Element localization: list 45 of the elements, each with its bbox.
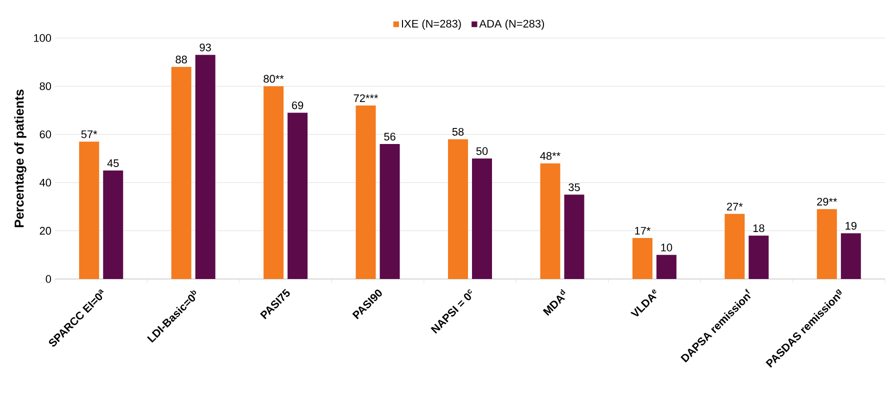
bar (632, 238, 652, 279)
data-label: 18 (753, 224, 764, 232)
bar (288, 112, 308, 279)
data-label: 88 (176, 56, 187, 64)
bar (195, 54, 216, 279)
bar (656, 254, 676, 279)
data-label: 48** (540, 152, 560, 160)
y-tick-label: 60 (40, 130, 52, 138)
bar (171, 66, 192, 279)
y-tick-label: 80 (40, 82, 52, 90)
data-label: 17* (635, 226, 650, 235)
y-axis-title: Percentage of patients (14, 90, 26, 228)
data-label: 29** (817, 198, 838, 206)
data-label: 35 (568, 183, 580, 192)
y-tick-label: 0 (46, 275, 52, 283)
data-label: 56 (384, 132, 396, 141)
data-label: 10 (661, 244, 672, 252)
legend-label: ADA (N=283) (479, 20, 544, 30)
data-label: 58 (452, 128, 464, 136)
bar (724, 214, 745, 279)
bar (380, 144, 400, 279)
data-label: 69 (292, 101, 304, 110)
y-tick-label: 100 (34, 34, 52, 42)
data-label: 45 (107, 159, 119, 168)
bar (448, 139, 468, 279)
bar (816, 209, 837, 279)
y-tick-label: 20 (40, 226, 52, 235)
data-label: 72*** (354, 94, 378, 102)
bar (840, 233, 861, 279)
data-label: 19 (846, 222, 856, 230)
bar (748, 236, 769, 279)
bar (564, 194, 584, 279)
bar (472, 158, 492, 279)
data-label: 50 (476, 147, 488, 155)
bar (79, 142, 100, 279)
bar (103, 170, 124, 279)
data-label: 80** (264, 74, 284, 83)
data-label: 27* (726, 202, 743, 210)
legend-label: IXE (N=283) (402, 20, 461, 30)
y-tick-label: 40 (40, 178, 52, 186)
bar (264, 86, 284, 279)
data-label: 93 (200, 44, 211, 52)
bar (356, 105, 376, 279)
bar (540, 163, 560, 279)
data-label: 57* (81, 130, 98, 138)
